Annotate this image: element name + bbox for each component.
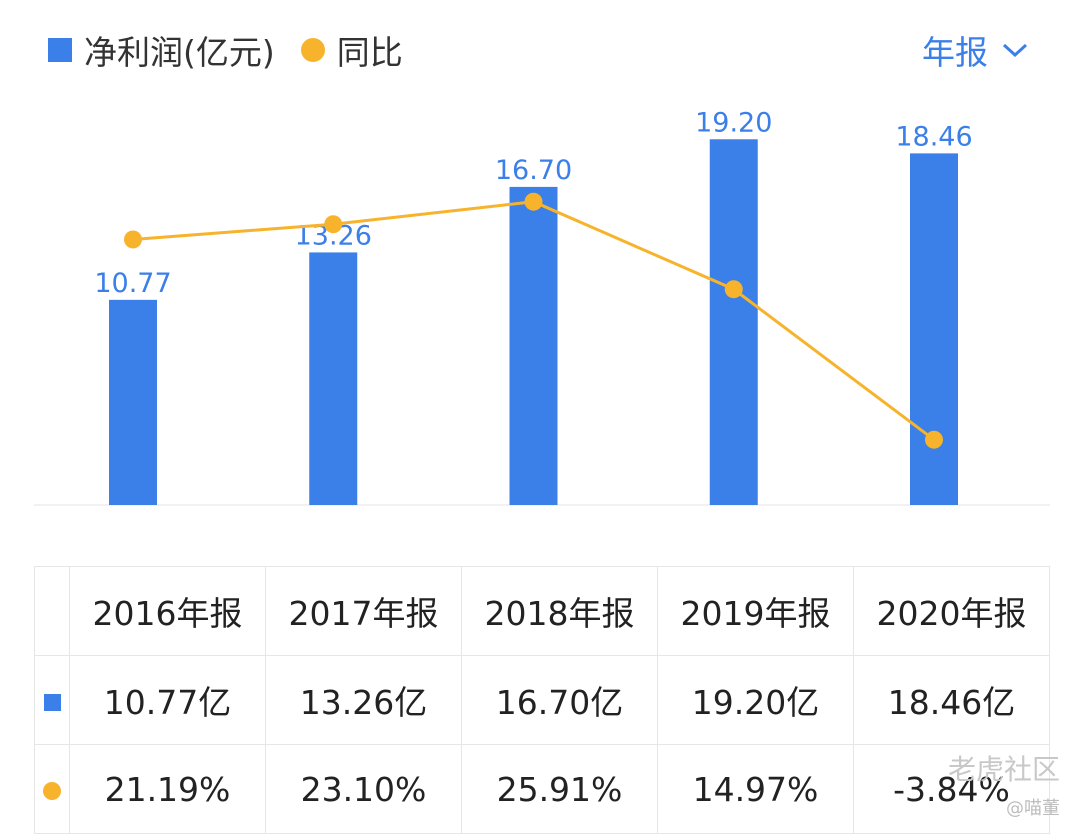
table-cell: 13.26亿 xyxy=(265,655,462,745)
table-cell: 23.10% xyxy=(265,744,462,834)
table-header: 2019年报 xyxy=(657,566,854,656)
bar-legend-label: 净利润(亿元) xyxy=(84,33,275,72)
bar-2018年报 xyxy=(509,186,558,505)
bar-value-label: 10.77 xyxy=(94,268,171,299)
bar-value-label: 18.46 xyxy=(895,121,972,152)
bar-2020年报 xyxy=(910,153,958,505)
table-header: 2020年报 xyxy=(853,566,1050,656)
table-cell: 14.97% xyxy=(657,744,854,834)
period-selector[interactable]: 年报 xyxy=(922,26,1028,74)
yoy-point-2019年报 xyxy=(724,280,743,299)
table-corner-cell xyxy=(34,566,70,656)
table-cell: 19.20亿 xyxy=(657,655,854,745)
bar-legend-swatch xyxy=(48,38,72,62)
table-header: 2016年报 xyxy=(69,566,266,656)
profit-row-marker xyxy=(34,655,70,745)
square-marker-icon xyxy=(43,693,61,711)
table-cell: 25.91% xyxy=(461,744,658,834)
table-cell: 10.77亿 xyxy=(69,655,266,745)
bar-value-label: 16.70 xyxy=(495,155,572,186)
yoy-point-2017年报 xyxy=(324,215,343,234)
table-cell: 16.70亿 xyxy=(461,655,658,745)
table-header: 2018年报 xyxy=(461,566,658,656)
yoy-row-marker xyxy=(34,744,70,834)
table-cell: 18.46亿 xyxy=(853,655,1050,745)
table-row-yoy: 21.19% 23.10% 25.91% 14.97% -3.84% xyxy=(34,744,1050,834)
table-header-row: 2016年报 2017年报 2018年报 2019年报 2020年报 xyxy=(34,566,1050,656)
bar-2016年报 xyxy=(109,299,157,505)
yoy-point-2016年报 xyxy=(124,230,142,249)
data-table: 2016年报 2017年报 2018年报 2019年报 2020年报 10.77… xyxy=(34,566,1050,834)
yoy-point-2018年报 xyxy=(524,192,543,211)
chart-legend: 净利润(亿元) 同比 xyxy=(48,26,403,74)
bar-2017年报 xyxy=(309,252,358,505)
period-selector-label: 年报 xyxy=(922,33,988,72)
chevron-down-icon xyxy=(1002,43,1028,58)
watermark-user: @喵董 xyxy=(1006,798,1060,819)
table-row-profit: 10.77亿 13.26亿 16.70亿 19.20亿 18.46亿 xyxy=(34,655,1050,745)
table-header: 2017年报 xyxy=(265,566,462,656)
bar-value-label: 19.20 xyxy=(695,107,772,138)
watermark-brand: 老虎社区 xyxy=(947,753,1060,786)
line-legend-label: 同比 xyxy=(336,33,403,72)
bar-2019年报 xyxy=(709,139,758,506)
table-cell: 21.19% xyxy=(69,744,266,834)
line-legend-swatch xyxy=(300,38,325,62)
yoy-point-2020年报 xyxy=(925,430,943,449)
dot-marker-icon xyxy=(43,782,61,800)
